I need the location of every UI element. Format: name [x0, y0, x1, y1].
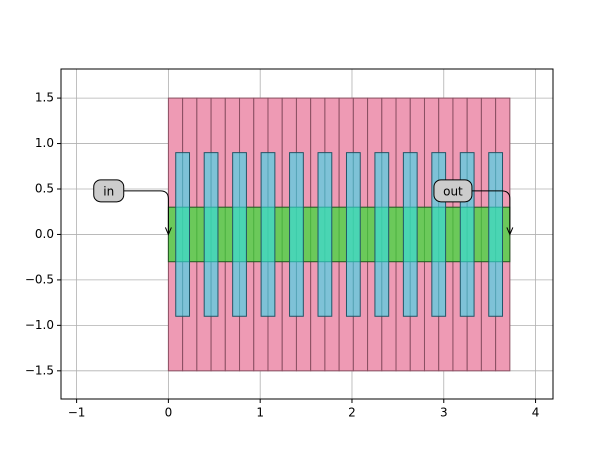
annotation-arrow [123, 190, 169, 234]
layout-rect [317, 152, 333, 317]
layout-rect [431, 152, 447, 317]
layout-rect [488, 152, 504, 317]
annotation-box [93, 179, 125, 203]
annotation-box [433, 179, 473, 203]
layout-rect [374, 152, 390, 317]
layout-rect [289, 152, 304, 317]
layout-rect [345, 152, 361, 317]
y-tick-label: −0.5 [25, 272, 54, 286]
arrow-head [506, 227, 514, 236]
y-tick-label: −1.5 [25, 363, 54, 377]
x-tick-label: 1 [256, 406, 264, 420]
y-tick-label: 0.0 [35, 227, 54, 241]
arrow-head [164, 227, 172, 236]
y-tick-label: 1.0 [35, 136, 54, 150]
y-tick-label: 0.5 [35, 182, 54, 196]
y-tick-label: −1.0 [25, 318, 54, 332]
layout-rect [232, 152, 247, 317]
layout-rect [459, 152, 475, 317]
x-tick-label: 0 [165, 406, 173, 420]
annotation-label: out [443, 184, 463, 198]
layout-rect [175, 152, 191, 317]
x-tick-label: −1 [68, 406, 86, 420]
layout-rect [167, 206, 511, 263]
x-tick-label: 3 [440, 406, 448, 420]
x-tick-label: 4 [532, 406, 540, 420]
annotation-arrow [471, 190, 511, 234]
y-tick-label: 1.5 [35, 91, 54, 105]
x-tick-label: 2 [348, 406, 356, 420]
annotation-label: in [103, 184, 114, 198]
layout-rect [260, 152, 276, 317]
layout-rect [203, 152, 219, 317]
layout-rect [402, 152, 418, 317]
